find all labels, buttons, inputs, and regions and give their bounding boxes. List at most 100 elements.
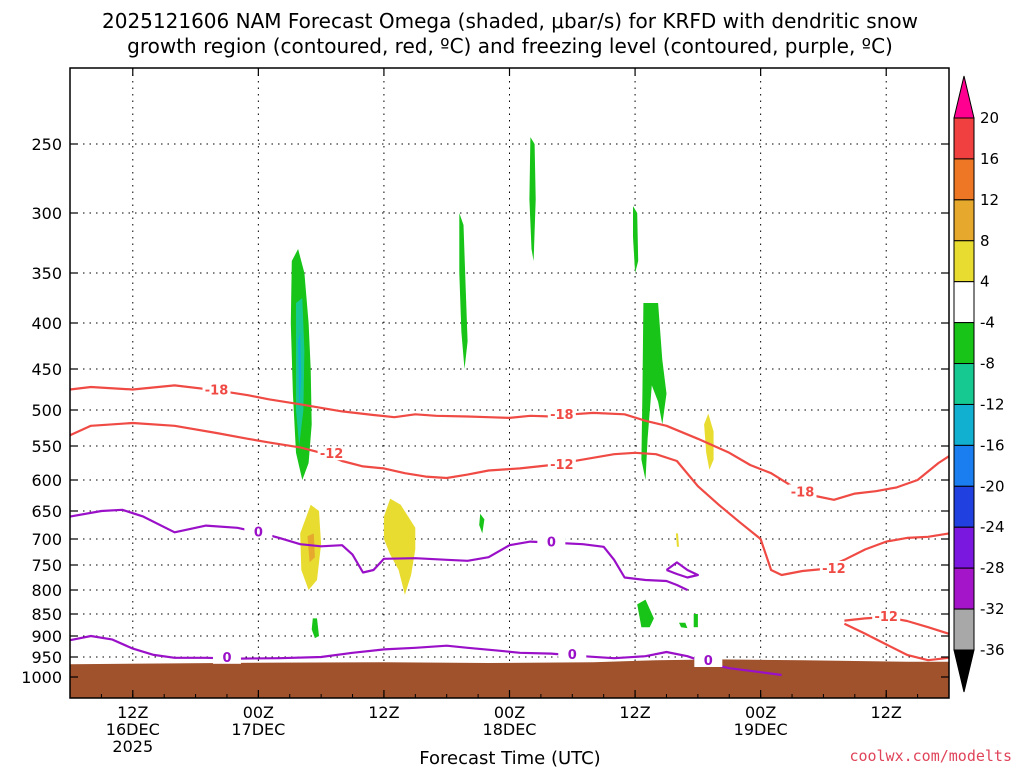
chart-title: 2025121606 NAM Forecast Omega (shaded, μ…: [102, 9, 918, 58]
colorbar-label: -20: [980, 477, 1005, 495]
contour-label: 0: [704, 654, 713, 669]
contour-line-dgz: [843, 622, 950, 662]
x-tick-label: 12Z: [871, 703, 902, 722]
contours: -18 -18 -18 -12 -12 -12 -12 0 0 0 0 0: [69, 382, 950, 677]
contour-label-bg: [244, 524, 273, 539]
contour-label: 0: [568, 648, 577, 663]
contour-line-freezing: [69, 508, 688, 591]
y-tick-label: 750: [31, 556, 62, 575]
omega-region--8: [641, 303, 667, 480]
contour-label: 0: [547, 536, 556, 551]
colorbar-box: [953, 608, 975, 651]
colorbar-label: 16: [980, 150, 999, 168]
contour-label-bg: [547, 407, 576, 422]
colorbar-label: -4: [980, 314, 995, 332]
omega-region--8: [633, 206, 639, 273]
colorbar-box: [953, 158, 975, 201]
x-tick-label: 00Z: [494, 703, 525, 722]
y-tick-label: 950: [31, 648, 62, 667]
colorbar-label: -8: [980, 355, 995, 373]
omega-shading: [290, 137, 714, 639]
contour-label-bg: [537, 534, 566, 549]
x-tick-label: 12Z: [117, 703, 148, 722]
colorbar-label: 20: [980, 109, 999, 127]
contour-line-freezing: [665, 561, 699, 579]
colorbar-box: [953, 199, 975, 242]
x-tick-label: 00Z: [243, 703, 274, 722]
y-tick-label: 800: [31, 581, 62, 600]
contour-label-bg: [547, 457, 576, 472]
y-tick-label: 350: [31, 264, 62, 283]
x-tick-label: 12Z: [619, 703, 650, 722]
site-credit: coolwx.com/modelts: [849, 747, 1012, 765]
colorbar-box: [953, 363, 975, 405]
y-tick-label: 500: [31, 401, 62, 420]
y-tick-label: 400: [31, 314, 62, 333]
colorbar-box: [953, 526, 975, 569]
colorbar-label: 8: [980, 232, 990, 250]
x-tick-label: 16DEC: [106, 720, 160, 739]
omega-region-4: [383, 498, 416, 595]
y-tick-label: 250: [31, 135, 62, 154]
x-tick-label: 00Z: [745, 703, 776, 722]
colorbar-label: -28: [980, 559, 1005, 577]
omega-region--8: [479, 513, 485, 534]
contour-label: -12: [550, 458, 574, 473]
title-line-1: 2025121606 NAM Forecast Omega (shaded, μ…: [102, 9, 918, 33]
colorbar-label: -32: [980, 600, 1005, 618]
colorbar-label: 4: [980, 273, 990, 291]
colorbar-box: [953, 281, 975, 324]
plot-area: -18 -18 -18 -12 -12 -12 -12 0 0 0 0 0: [69, 67, 950, 699]
colorbar-label: 12: [980, 191, 999, 209]
y-tick-label: 600: [31, 471, 62, 490]
contour-label: -18: [205, 383, 229, 398]
colorbar-label: -16: [980, 436, 1005, 454]
colorbar: 20 16 12 8 4 -4 -8 -12 -16 -20 -24 -28 -32 -36: [953, 75, 1005, 693]
omega-region-4: [704, 413, 714, 470]
x-tick-label: 2025: [112, 737, 153, 756]
colorbar-box: [953, 240, 975, 283]
title-line-2: growth region (contoured, red, ºC) and f…: [127, 34, 893, 58]
y-tick-label: 900: [31, 627, 62, 646]
y-tick-label: 300: [31, 204, 62, 223]
contour-label: -12: [874, 610, 898, 625]
omega-region--8: [679, 622, 688, 629]
omega-region--8: [459, 213, 468, 369]
omega-region--8: [529, 137, 536, 261]
contour-label-bg: [694, 653, 723, 667]
y-tick-label: 1000: [21, 668, 62, 687]
plot-background: [70, 68, 949, 698]
contour-label: 0: [254, 525, 263, 540]
contour-label-bg: [788, 484, 817, 499]
omega-region--8: [637, 599, 654, 628]
contour-label: -12: [320, 447, 344, 462]
y-tick-label: 850: [31, 605, 62, 624]
contour-label: -18: [791, 485, 815, 500]
contour-label-bg: [317, 446, 346, 461]
x-tick-label: 17DEC: [231, 720, 285, 739]
contour-label-bg: [872, 609, 901, 624]
contour-label-bg: [819, 561, 848, 575]
x-tick-label: 18DEC: [483, 720, 537, 739]
omega-region--8: [693, 614, 698, 628]
colorbar-label: -36: [980, 641, 1005, 659]
x-tick-label: 12Z: [368, 703, 399, 722]
grid: [70, 68, 949, 698]
colorbar-label: -12: [980, 395, 1005, 413]
contour-label-bg: [212, 649, 241, 664]
x-tick-label: 19DEC: [734, 720, 788, 739]
colorbar-bottom-arrow: [953, 649, 975, 693]
contour-line-freezing: [69, 634, 782, 677]
colorbar-box: [953, 322, 975, 365]
contour-label: -18: [550, 408, 574, 423]
omega-region--16: [298, 332, 302, 410]
omega-region-8: [307, 533, 315, 563]
omega-region--8: [311, 618, 319, 639]
contour-label: 0: [222, 651, 231, 666]
contour-label-bg: [202, 382, 231, 397]
colorbar-top-arrow: [953, 75, 975, 119]
y-tick-label: 650: [31, 502, 62, 521]
x-axis-label: Forecast Time (UTC): [419, 748, 600, 768]
omega-region-4: [675, 533, 679, 547]
